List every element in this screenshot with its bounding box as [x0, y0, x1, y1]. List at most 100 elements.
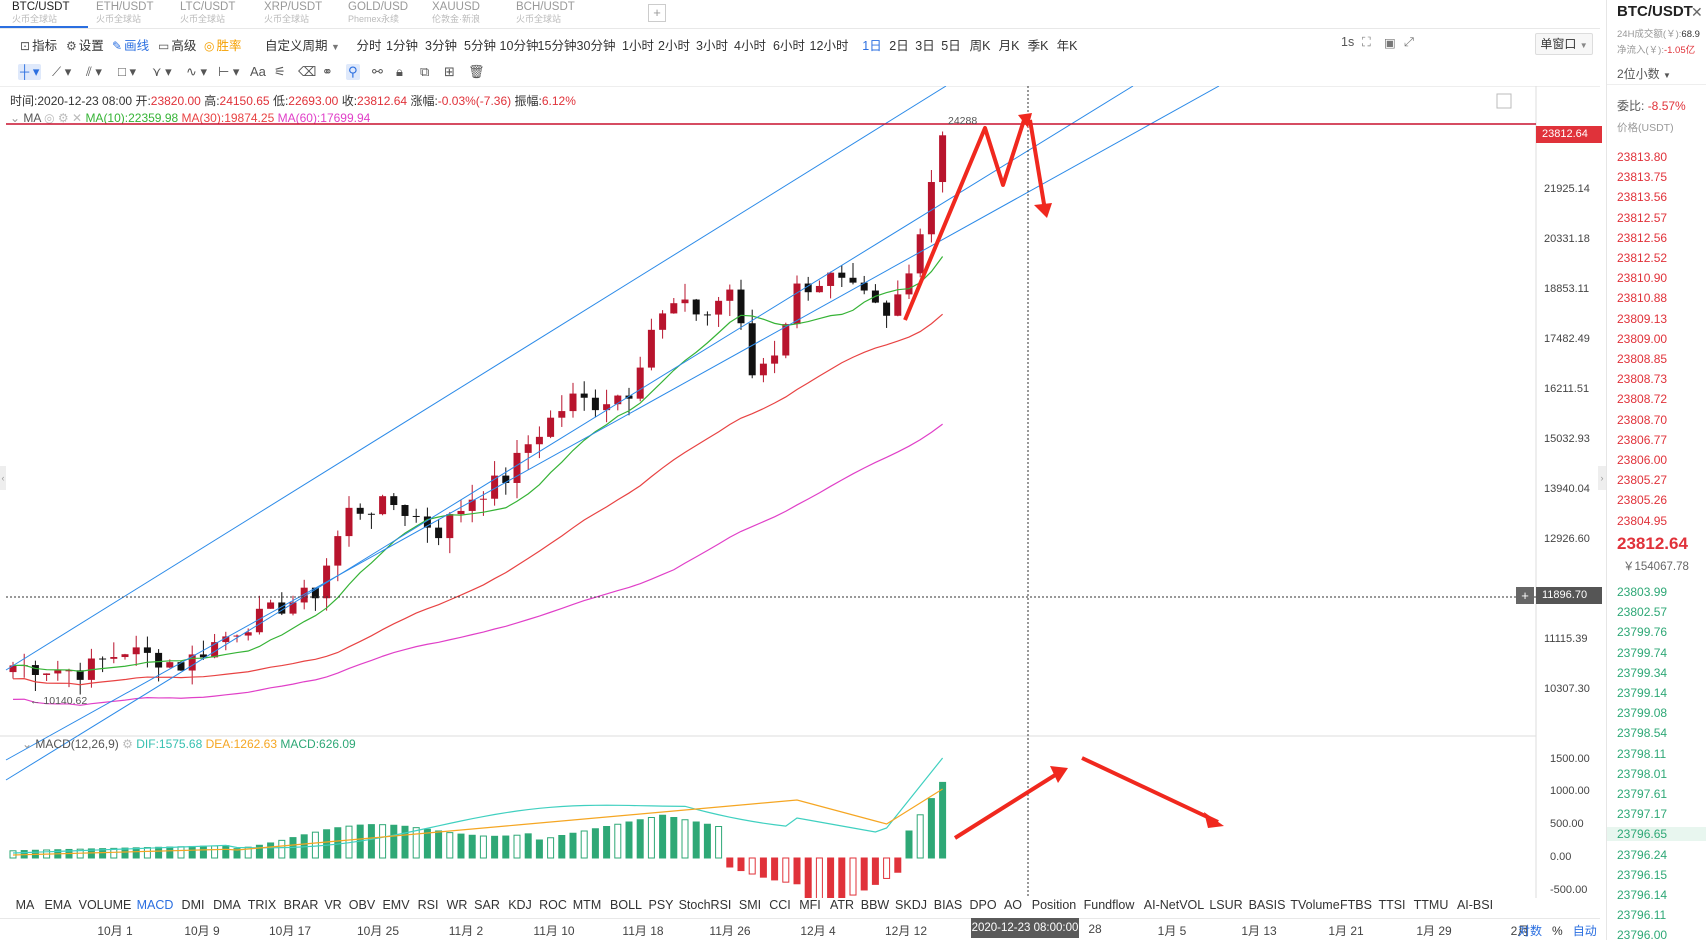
- left-panel-toggle-icon[interactable]: ‹: [0, 466, 6, 490]
- trash-icon[interactable]: 🗑︎: [468, 64, 485, 79]
- indicator-tab[interactable]: VOLUME: [78, 898, 132, 912]
- link-tool-icon[interactable]: ⚭: [322, 64, 333, 79]
- ask-price[interactable]: 23808.73: [1617, 372, 1668, 387]
- period-option[interactable]: 年K: [1056, 39, 1078, 53]
- bid-price[interactable]: 23799.34: [1617, 665, 1668, 680]
- ask-price[interactable]: 23812.57: [1617, 210, 1668, 225]
- indicator-tab[interactable]: BOLL: [610, 898, 642, 912]
- indicator-tab[interactable]: SAR: [474, 898, 500, 912]
- symbol-tab[interactable]: GOLD/USD Phemex永续: [336, 0, 424, 28]
- interval-label[interactable]: 1s: [1341, 35, 1355, 49]
- period-option[interactable]: 3小时: [696, 39, 728, 53]
- indicator-tab[interactable]: MA: [15, 898, 35, 912]
- indicator-tab[interactable]: EMV: [382, 898, 410, 912]
- period-option[interactable]: 2小时: [658, 39, 690, 53]
- ask-price[interactable]: 23808.70: [1617, 412, 1668, 427]
- indicator-tab[interactable]: MTM: [572, 898, 602, 912]
- close-icon[interactable]: ✕: [1691, 4, 1703, 20]
- period-option[interactable]: 1分钟: [386, 39, 418, 53]
- bid-price[interactable]: 23797.17: [1617, 807, 1668, 822]
- period-option[interactable]: 5分钟: [464, 39, 496, 53]
- ask-price[interactable]: 23813.56: [1617, 190, 1668, 205]
- bid-price[interactable]: 23797.61: [1617, 787, 1668, 801]
- magnet-tool-icon[interactable]: ⚲: [346, 64, 360, 80]
- camera-icon[interactable]: ▣: [1384, 36, 1396, 50]
- indicator-tab[interactable]: Position: [1031, 898, 1077, 912]
- indicator-tab[interactable]: PSY: [648, 898, 674, 912]
- indicator-tab[interactable]: AI-BSI: [1456, 898, 1494, 912]
- ask-price[interactable]: 23808.72: [1617, 392, 1668, 407]
- indicator-tab[interactable]: MACD: [136, 898, 174, 912]
- period-option[interactable]: 3日: [915, 39, 935, 53]
- symbol-tab[interactable]: LTC/USDT 火币全球站: [168, 0, 256, 28]
- indicator-tab[interactable]: RSI: [417, 898, 439, 912]
- period-option[interactable]: 2日: [889, 39, 909, 53]
- pattern-tool-icon[interactable]: ⋎ ▾: [152, 64, 172, 79]
- symbol-tab[interactable]: XAUUSD 伦敦金·新浪: [420, 0, 508, 28]
- indicator-tab[interactable]: DPO: [969, 898, 997, 912]
- indicator-tab[interactable]: SMI: [738, 898, 762, 912]
- log-toggle[interactable]: 对数: [1518, 924, 1543, 938]
- indicator-button[interactable]: ⊡ 指标: [20, 39, 58, 53]
- indicator-tab[interactable]: TRIX: [247, 898, 277, 912]
- bid-price[interactable]: 23799.08: [1617, 706, 1668, 721]
- screenshot-tool-icon[interactable]: ⊞: [444, 64, 455, 79]
- ask-price[interactable]: 23808.85: [1617, 352, 1668, 366]
- settings-button[interactable]: ⚙ 设置: [66, 39, 104, 53]
- period-option[interactable]: 1日: [862, 39, 882, 53]
- text-tool-icon[interactable]: Aa: [250, 64, 266, 79]
- fullscreen-icon[interactable]: ⛶: [1362, 35, 1371, 49]
- ask-price[interactable]: 23813.80: [1617, 150, 1668, 164]
- ask-price[interactable]: 23812.56: [1617, 230, 1668, 245]
- period-option[interactable]: 4小时: [734, 39, 766, 53]
- ask-price[interactable]: 23809.13: [1617, 311, 1668, 326]
- symbol-tab[interactable]: BCH/USDT 火币全球站: [504, 0, 592, 28]
- period-option[interactable]: 周K: [969, 39, 991, 53]
- brush-tool-icon[interactable]: ⚟: [274, 64, 286, 79]
- bid-price[interactable]: 23799.14: [1617, 686, 1668, 700]
- ruler-tool-icon[interactable]: ⚯: [372, 64, 383, 79]
- period-option[interactable]: 12小时: [809, 39, 849, 53]
- bid-price[interactable]: 23796.00: [1617, 928, 1668, 940]
- period-option[interactable]: 6小时: [773, 39, 805, 53]
- bid-price[interactable]: 23799.76: [1617, 625, 1668, 640]
- ask-price[interactable]: 23805.27: [1617, 473, 1668, 488]
- indicator-tab[interactable]: FTBS: [1340, 898, 1372, 912]
- ask-price[interactable]: 23805.26: [1617, 493, 1668, 508]
- ask-price[interactable]: 23812.52: [1617, 251, 1668, 265]
- symbol-tab[interactable]: XRP/USDT 火币全球站: [252, 0, 340, 28]
- eraser-tool-icon[interactable]: ⌫: [298, 64, 317, 79]
- crosshair-tool-icon[interactable]: ┼ ▾: [18, 64, 42, 80]
- ask-price[interactable]: 23810.88: [1617, 291, 1668, 306]
- custom-period-dropdown[interactable]: 自定义周期 ▼: [265, 39, 340, 53]
- collapse-icon[interactable]: ⌄: [22, 737, 33, 751]
- ask-price[interactable]: 23804.95: [1617, 513, 1668, 528]
- ask-price[interactable]: 23813.75: [1617, 170, 1668, 185]
- channel-line[interactable]: [5, 86, 947, 671]
- ask-price[interactable]: 23806.00: [1617, 453, 1668, 467]
- bid-price[interactable]: 23803.99: [1617, 585, 1668, 599]
- bid-price[interactable]: 23796.11: [1617, 908, 1667, 923]
- copy-tool-icon[interactable]: ⧉: [420, 64, 430, 79]
- symbol-tab[interactable]: BTC/USDT 火币全球站: [0, 0, 88, 28]
- gear-icon[interactable]: ⚙: [57, 111, 69, 125]
- indicator-tab[interactable]: ROC: [539, 898, 567, 912]
- indicator-tab[interactable]: BRAR: [283, 898, 319, 912]
- rectangle-tool-icon[interactable]: □ ▾: [118, 64, 136, 79]
- channel-line[interactable]: [5, 86, 1220, 761]
- indicator-tab[interactable]: BIAS: [933, 898, 963, 912]
- period-option[interactable]: 5日: [941, 39, 961, 53]
- bid-price[interactable]: 23796.15: [1617, 867, 1668, 882]
- gear-icon[interactable]: ⚙: [122, 737, 133, 751]
- bid-price[interactable]: 23798.01: [1617, 766, 1668, 781]
- winrate-button[interactable]: ◎ 胜率: [204, 39, 242, 53]
- period-option[interactable]: 30分钟: [576, 39, 616, 53]
- add-tab-button[interactable]: +: [648, 4, 666, 22]
- bid-price[interactable]: 23802.57: [1617, 605, 1668, 620]
- period-option[interactable]: 10分钟: [499, 39, 539, 53]
- indicator-tab[interactable]: CCI: [769, 898, 791, 912]
- indicator-tab[interactable]: AI-NetVOL: [1143, 898, 1205, 912]
- bid-price[interactable]: 23796.65: [1607, 827, 1706, 842]
- channel-line[interactable]: [5, 86, 1134, 781]
- period-option[interactable]: 15分钟: [537, 39, 577, 53]
